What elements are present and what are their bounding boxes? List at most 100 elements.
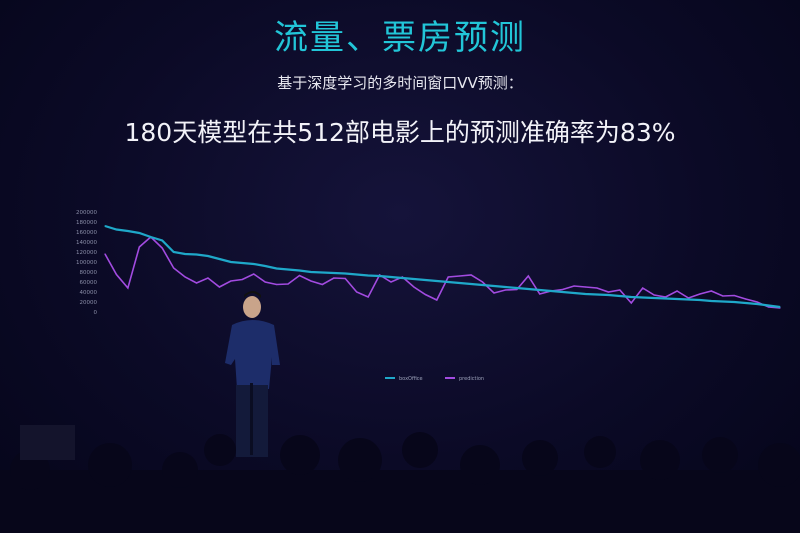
- data-point-boxOffice: [767, 304, 770, 307]
- series-line-prediction: [104, 235, 781, 309]
- data-point-boxOffice: [127, 230, 129, 232]
- data-point-boxOffice: [230, 261, 232, 263]
- data-point-boxOffice: [413, 278, 415, 280]
- data-point-prediction: [539, 293, 541, 295]
- data-point-prediction: [710, 290, 712, 292]
- y-tick-label: 200000: [76, 210, 97, 216]
- data-point-prediction: [424, 293, 426, 296]
- data-point-boxOffice: [676, 298, 678, 300]
- data-point-prediction: [722, 295, 724, 297]
- data-point-prediction: [573, 285, 575, 287]
- data-point-prediction: [207, 277, 209, 279]
- data-point-prediction: [321, 283, 323, 286]
- data-point-boxOffice: [733, 301, 735, 303]
- legend-label-prediction: prediction: [459, 376, 484, 382]
- data-point-boxOffice: [115, 228, 118, 231]
- data-point-boxOffice: [173, 251, 175, 253]
- data-point-boxOffice: [321, 271, 323, 274]
- data-point-boxOffice: [367, 274, 369, 277]
- data-point-boxOffice: [276, 267, 278, 270]
- y-axis-ticks: 0 20000 40000 60000 80000 100000 120000 140000 1…: [76, 210, 98, 316]
- data-point-boxOffice: [436, 280, 438, 282]
- data-point-boxOffice: [619, 295, 621, 297]
- data-point-boxOffice: [356, 273, 358, 276]
- data-point-prediction: [173, 267, 175, 269]
- data-point-prediction: [195, 282, 198, 284]
- data-point-boxOffice: [241, 262, 243, 264]
- slide-subtitle: 基于深度学习的多时间窗口VV预测：: [277, 74, 523, 92]
- data-point-prediction: [253, 273, 255, 275]
- data-point-prediction: [344, 277, 346, 280]
- data-point-prediction: [676, 290, 678, 292]
- y-tick-label: 80000: [80, 270, 98, 276]
- data-point-boxOffice: [493, 285, 495, 287]
- data-point-prediction: [745, 298, 747, 300]
- data-point-prediction: [767, 306, 770, 308]
- data-point-boxOffice: [481, 284, 484, 286]
- data-point-boxOffice: [287, 268, 289, 271]
- data-point-boxOffice: [459, 282, 461, 284]
- data-point-prediction: [138, 246, 140, 248]
- data-point-boxOffice: [195, 253, 198, 256]
- data-point-boxOffice: [550, 290, 552, 292]
- data-point-boxOffice: [630, 296, 632, 298]
- data-point-boxOffice: [470, 283, 472, 285]
- data-point-prediction: [276, 283, 278, 286]
- data-point-prediction: [447, 276, 449, 278]
- data-point-prediction: [218, 286, 221, 288]
- data-point-boxOffice: [344, 272, 346, 275]
- y-tick-label: 120000: [76, 250, 97, 256]
- y-tick-label: 0: [94, 310, 98, 316]
- legend: boxOffice prediction: [385, 376, 484, 382]
- data-point-prediction: [115, 273, 118, 276]
- data-point-prediction: [287, 283, 289, 285]
- data-point-prediction: [356, 291, 358, 293]
- data-point-boxOffice: [516, 287, 518, 289]
- series-line-boxOffice: [104, 224, 781, 309]
- slide-headline: 180天模型在共512部电影上的预测准确率为83%: [124, 118, 676, 147]
- data-point-boxOffice: [310, 271, 312, 273]
- data-point-prediction: [562, 288, 564, 291]
- y-tick-label: 100000: [76, 260, 97, 266]
- data-point-prediction: [413, 286, 415, 288]
- data-point-boxOffice: [664, 297, 667, 300]
- data-point-prediction: [619, 289, 621, 291]
- data-point-boxOffice: [584, 293, 587, 295]
- data-point-prediction: [630, 302, 632, 304]
- data-point-prediction: [607, 291, 609, 293]
- y-tick-label: 160000: [76, 230, 97, 236]
- data-point-prediction: [527, 275, 529, 277]
- data-point-prediction: [504, 289, 507, 291]
- data-point-boxOffice: [607, 294, 609, 296]
- data-point-boxOffice: [298, 269, 301, 272]
- data-point-boxOffice: [710, 300, 712, 302]
- data-point-prediction: [596, 287, 598, 289]
- data-point-boxOffice: [539, 289, 541, 291]
- data-point-prediction: [733, 294, 735, 297]
- data-point-prediction: [230, 280, 232, 282]
- data-point-boxOffice: [573, 292, 575, 294]
- data-point-boxOffice: [687, 298, 690, 301]
- data-point-boxOffice: [642, 296, 644, 299]
- data-point-prediction: [436, 299, 438, 301]
- data-point-boxOffice: [207, 255, 209, 257]
- data-point-prediction: [310, 280, 312, 282]
- data-point-boxOffice: [138, 232, 140, 234]
- data-point-prediction: [333, 277, 335, 279]
- data-point-prediction: [264, 281, 266, 283]
- data-point-boxOffice: [447, 281, 449, 283]
- data-point-boxOffice: [161, 239, 163, 242]
- data-point-boxOffice: [722, 300, 724, 303]
- data-point-boxOffice: [699, 299, 701, 301]
- data-point-prediction: [653, 294, 655, 296]
- data-point-boxOffice: [104, 225, 106, 227]
- y-tick-label: 180000: [76, 220, 97, 226]
- data-point-prediction: [459, 275, 461, 277]
- y-tick-label: 60000: [80, 280, 98, 286]
- slide-title: 流量、票房预测: [274, 18, 526, 58]
- data-point-prediction: [470, 274, 472, 276]
- data-point-boxOffice: [653, 297, 655, 299]
- data-point-prediction: [493, 292, 495, 294]
- data-point-boxOffice: [218, 258, 221, 260]
